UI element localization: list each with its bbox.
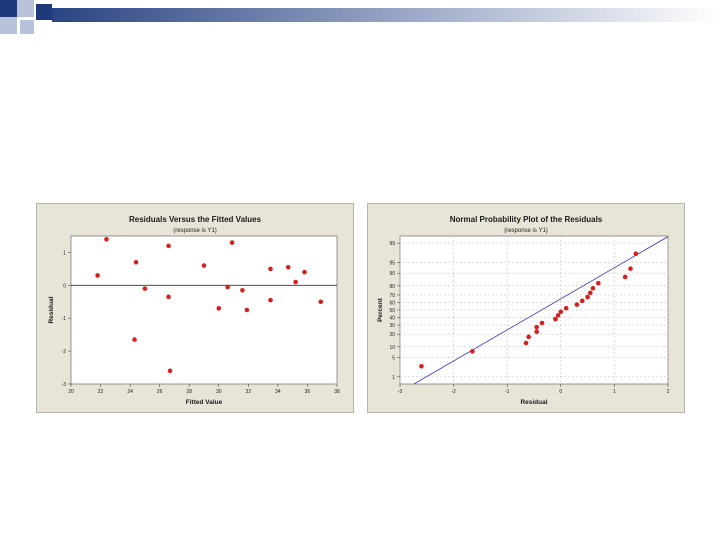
data-point — [302, 269, 307, 275]
data-point — [285, 264, 291, 270]
data-point — [167, 368, 173, 374]
slide-decoration — [0, 0, 720, 34]
y-tick-label: 10 — [389, 345, 395, 351]
x-tick-label: -3 — [398, 389, 403, 395]
data-point — [166, 294, 171, 300]
x-tick-label: 22 — [98, 389, 104, 395]
y-tick-label: 95 — [389, 261, 395, 267]
y-tick-label: 5 — [392, 355, 395, 361]
y-tick-label: 40 — [389, 315, 395, 321]
deco-square — [20, 20, 34, 34]
x-tick-label: -2 — [451, 389, 456, 395]
data-point — [539, 320, 545, 326]
data-point — [95, 273, 100, 278]
data-point — [293, 279, 298, 285]
residuals-vs-fitted-plot: Residuals Versus the Fitted Values (respo… — [48, 215, 340, 406]
y-tick-label: 1 — [63, 250, 66, 256]
data-point — [579, 298, 585, 304]
normal-probability-chart-title: Normal Probability Plot of the Residuals — [450, 215, 603, 224]
y-tick-label: 50 — [389, 308, 395, 314]
data-point — [590, 285, 596, 291]
data-point — [229, 240, 235, 245]
y-tick-label: -3 — [62, 382, 67, 388]
data-point — [587, 290, 593, 296]
data-point — [166, 243, 171, 249]
data-point — [470, 349, 475, 354]
data-point — [268, 266, 273, 272]
data-point — [553, 316, 558, 322]
y-tick-label: -1 — [62, 316, 67, 322]
data-point — [563, 305, 569, 311]
y-tick-label: 80 — [389, 284, 395, 290]
y-tick-label: 70 — [389, 293, 395, 299]
data-point — [585, 294, 590, 300]
data-point — [622, 274, 628, 280]
normal-probability-chart: Normal Probability Plot of the Residuals… — [367, 203, 685, 413]
x-axis-label: Fitted Value — [186, 399, 223, 406]
normal-probability-plot: Normal Probability Plot of the Residuals… — [377, 215, 670, 406]
data-point — [419, 364, 424, 369]
data-point — [216, 306, 222, 311]
x-axis-label: Residual — [520, 399, 547, 406]
x-tick-label: 34 — [275, 389, 281, 395]
y-tick-label: 30 — [389, 323, 395, 329]
y-tick-label: 60 — [389, 301, 395, 307]
deco-square — [36, 4, 52, 20]
x-tick-label: 32 — [246, 389, 252, 395]
x-tick-label: 1 — [613, 389, 616, 395]
data-point — [104, 236, 109, 242]
data-point — [268, 297, 273, 303]
x-tick-label: 38 — [334, 389, 340, 395]
normal-probability-chart-subtitle: (response is Y1) — [504, 228, 548, 234]
header-gradient-bar — [52, 8, 720, 22]
data-point — [244, 307, 250, 313]
data-point — [628, 266, 633, 271]
x-tick-label: 26 — [157, 389, 163, 395]
data-point — [596, 280, 601, 286]
data-point — [633, 251, 639, 256]
y-tick-label: 90 — [389, 271, 395, 277]
x-tick-label: 36 — [305, 389, 311, 395]
data-point — [132, 337, 137, 342]
x-tick-label: 2 — [667, 389, 670, 395]
data-point — [558, 309, 564, 315]
y-tick-label: 0 — [63, 283, 66, 289]
data-point — [534, 324, 539, 330]
x-tick-label: 30 — [216, 389, 222, 395]
residuals-chart-subtitle: (response is Y1) — [173, 228, 217, 234]
y-tick-label: 99 — [389, 241, 395, 247]
data-point — [201, 263, 207, 268]
deco-square — [0, 17, 17, 34]
x-tick-label: -1 — [505, 389, 510, 395]
data-point — [225, 284, 230, 290]
data-point — [318, 299, 324, 305]
data-point — [240, 287, 245, 293]
deco-square — [17, 0, 34, 17]
plot-area — [70, 235, 338, 385]
residuals-vs-fitted-chart: Residuals Versus the Fitted Values (respo… — [36, 203, 354, 413]
data-point — [133, 260, 139, 265]
x-tick-label: 0 — [559, 389, 562, 395]
residuals-chart-title: Residuals Versus the Fitted Values — [129, 215, 262, 224]
y-axis-label: Percent — [377, 297, 384, 322]
data-point — [523, 340, 529, 346]
x-tick-label: 24 — [127, 389, 133, 395]
x-tick-label: 28 — [186, 389, 192, 395]
data-point — [555, 313, 561, 318]
y-tick-label: 20 — [389, 332, 395, 338]
y-tick-label: 1 — [392, 375, 395, 381]
y-tick-label: -2 — [62, 349, 67, 355]
x-tick-label: 20 — [68, 389, 74, 395]
y-axis-label: Residual — [48, 296, 55, 323]
data-point — [142, 286, 148, 291]
data-point — [534, 329, 539, 335]
deco-square — [0, 0, 17, 17]
data-point — [574, 302, 580, 307]
data-point — [526, 334, 531, 340]
